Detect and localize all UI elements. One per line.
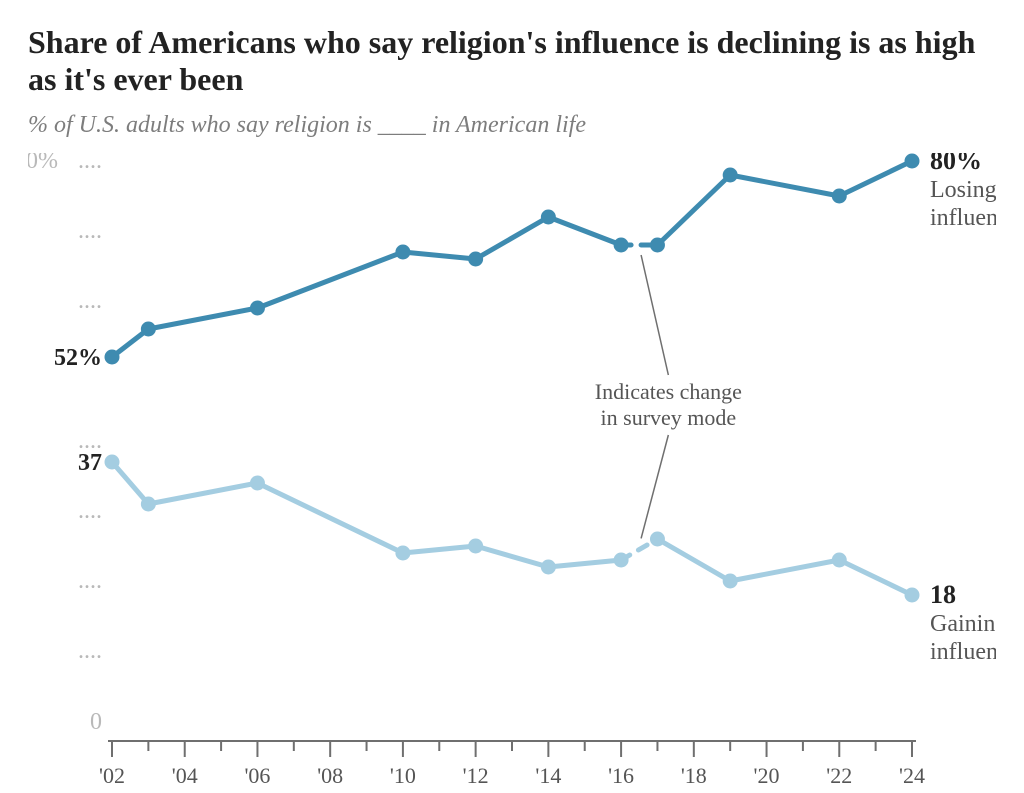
x-tick-label: '22	[826, 763, 852, 788]
series-gaining-marker	[541, 559, 556, 574]
series-losing-end-value: 80%	[930, 153, 982, 175]
series-gaining-segment	[257, 483, 402, 553]
series-gaining-marker	[105, 454, 120, 469]
series-gaining-segment	[657, 539, 730, 581]
series-gaining-marker	[141, 496, 156, 511]
series-losing-marker	[614, 237, 629, 252]
chart-subtitle: % of U.S. adults who say religion is ___…	[28, 112, 996, 139]
series-gaining-marker	[905, 587, 920, 602]
x-tick-label: '16	[608, 763, 634, 788]
series-losing-segment	[403, 252, 476, 259]
series-losing-end-label: influence	[930, 205, 996, 231]
x-tick-label: '24	[899, 763, 925, 788]
x-tick-label: '02	[99, 763, 125, 788]
y-tick-dots: ....	[78, 428, 102, 454]
y-tick-dots: ....	[78, 218, 102, 244]
y-tick-dots: ....	[78, 638, 102, 664]
series-losing-segment	[257, 252, 402, 308]
series-losing-segment	[839, 161, 912, 196]
annotation-connector-bottom	[641, 435, 668, 538]
series-gaining-segment	[730, 560, 839, 581]
chart-area: 0............37....52%............80%'02…	[28, 153, 996, 793]
y-tick-label-80: 80%	[28, 153, 58, 174]
annotation-text: in survey mode	[601, 405, 737, 430]
annotation-connector-top	[641, 255, 668, 375]
x-tick-label: '08	[317, 763, 343, 788]
series-gaining-segment	[476, 546, 549, 567]
series-losing-marker	[541, 209, 556, 224]
series-gaining-segment	[112, 462, 148, 504]
series-gaining-segment	[403, 546, 476, 553]
series-gaining-marker	[832, 552, 847, 567]
series-losing-segment	[730, 175, 839, 196]
x-tick-label: '10	[390, 763, 416, 788]
series-gaining-marker	[614, 552, 629, 567]
series-losing-marker	[141, 321, 156, 336]
series-losing-marker	[250, 300, 265, 315]
series-losing-marker	[395, 244, 410, 259]
series-gaining-marker	[250, 475, 265, 490]
series-gaining-marker	[395, 545, 410, 560]
chart-title: Share of Americans who say religion's in…	[28, 24, 996, 98]
series-gaining-end-label: influence	[930, 639, 996, 665]
series-losing-segment	[148, 308, 257, 329]
x-tick-label: '04	[172, 763, 198, 788]
y-tick-label: 0	[90, 709, 102, 735]
series-gaining-segment	[548, 560, 621, 567]
x-tick-label: '20	[754, 763, 780, 788]
series-losing-marker	[905, 153, 920, 168]
y-tick-dots: ....	[78, 568, 102, 594]
series-gaining-end-value: 18	[930, 580, 956, 609]
series-losing-end-label: Losing	[930, 177, 996, 203]
figure: Share of Americans who say religion's in…	[0, 0, 1024, 775]
line-chart-svg: 0............37....52%............80%'02…	[28, 153, 996, 793]
x-tick-label: '12	[463, 763, 489, 788]
series-losing-segment	[548, 217, 621, 245]
series-gaining-marker	[468, 538, 483, 553]
series-losing-segment	[476, 217, 549, 259]
series-losing-marker	[105, 349, 120, 364]
y-tick-dots: ....	[78, 498, 102, 524]
x-tick-label: '06	[244, 763, 270, 788]
x-tick-label: '14	[535, 763, 561, 788]
series-losing-marker	[723, 167, 738, 182]
y-tick-dots: ....	[78, 153, 102, 174]
series-gaining-end-label: Gaining	[930, 611, 996, 637]
series-gaining-segment	[148, 483, 257, 504]
series-gaining-segment	[839, 560, 912, 595]
series-gaining-marker	[723, 573, 738, 588]
series-losing-marker	[468, 251, 483, 266]
annotation-text: Indicates change	[595, 379, 742, 404]
series-losing-marker	[650, 237, 665, 252]
series-losing-segment	[657, 175, 730, 245]
y-tick-label: 52%	[54, 345, 102, 371]
x-tick-label: '18	[681, 763, 707, 788]
series-losing-marker	[832, 188, 847, 203]
series-gaining-marker	[650, 531, 665, 546]
y-tick-dots: ....	[78, 288, 102, 314]
